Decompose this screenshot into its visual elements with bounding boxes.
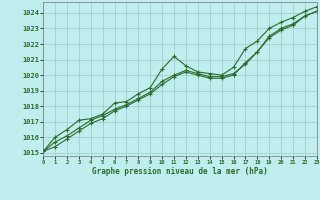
X-axis label: Graphe pression niveau de la mer (hPa): Graphe pression niveau de la mer (hPa)	[92, 167, 268, 176]
